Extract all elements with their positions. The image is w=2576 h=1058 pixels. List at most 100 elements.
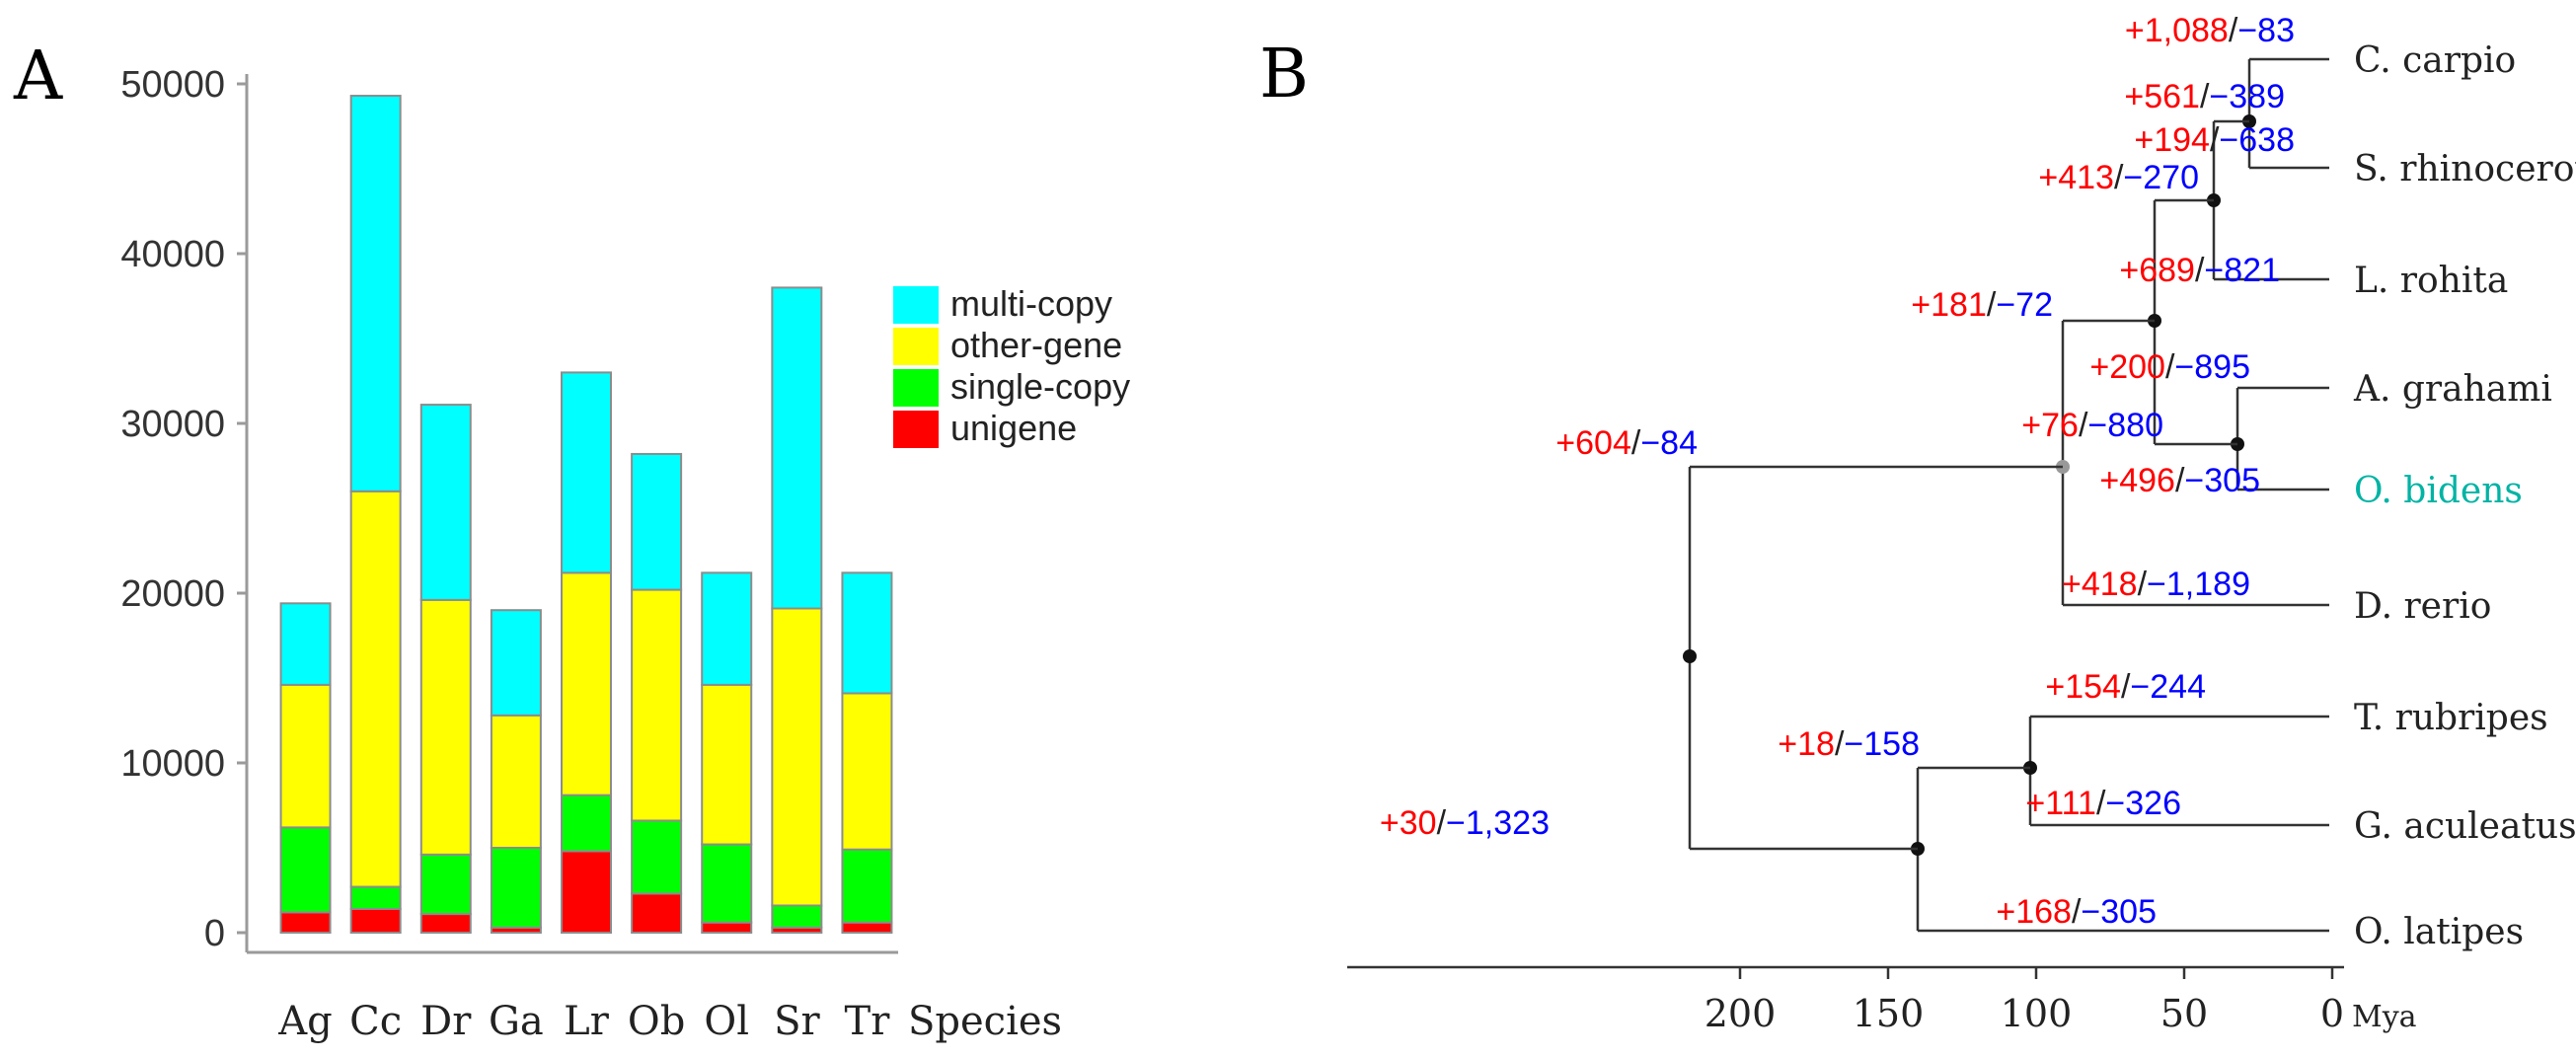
bar-unigene-Ag (279, 911, 332, 934)
loss-value: −821 (2204, 252, 2280, 289)
separator: / (2114, 159, 2124, 196)
separator: / (2229, 12, 2238, 49)
gain-value: +496 (2099, 462, 2175, 499)
loss-value: −72 (1996, 286, 2053, 324)
loss-value: −158 (1844, 725, 1920, 763)
gain-loss-label-T. rubripes: +154/−244 (2045, 668, 2206, 706)
separator: / (2138, 566, 2148, 603)
x-tick-label: Ga (489, 999, 544, 1044)
separator: / (2210, 121, 2220, 159)
bar-multi-copy-Tr (841, 571, 893, 695)
bar-single-copy-Ob (631, 819, 683, 895)
legend-swatch-other-gene (893, 328, 939, 365)
bar-other-gene-Ol (701, 683, 753, 846)
y-tick-label: 40000 (120, 234, 225, 275)
bar-single-copy-Lr (561, 794, 612, 853)
separator: / (1835, 725, 1845, 763)
gain-value: +76 (2021, 407, 2079, 444)
bar-single-copy-Sr (771, 904, 823, 929)
gain-value: +689 (2119, 252, 2195, 289)
separator: / (2175, 462, 2185, 499)
separator: / (1437, 804, 1447, 842)
gain-loss-label-n_cs: +561/−389 (2124, 78, 2285, 115)
gain-value: +1,088 (2125, 12, 2229, 49)
bar-single-copy-Tr (841, 848, 893, 924)
x-tick-label: Tr (845, 999, 891, 1044)
bar-unigene-Dr (419, 913, 472, 935)
y-tick-label: 0 (204, 913, 225, 954)
gain-loss-label-L. rohita: +689/−821 (2119, 252, 2280, 289)
separator: / (2079, 407, 2088, 444)
x-axis-title: Species (908, 999, 1062, 1044)
bar-other-gene-Ob (631, 588, 683, 822)
y-tick-label: 20000 (120, 573, 225, 615)
gain-value: +200 (2089, 348, 2165, 386)
loss-value: −84 (1640, 424, 1698, 462)
gain-value: +111 (2025, 785, 2096, 822)
loss-value: −326 (2105, 785, 2181, 822)
phylogenetic-tree: C. carpio S. rhinocerous L. rohita A. graha… (1347, 12, 2576, 1035)
species-label: S. rhinocerous (2354, 149, 2576, 189)
bar-unigene-Ob (631, 892, 683, 935)
legend-swatch-multi-copy (893, 286, 939, 324)
time-axis-unit: Mya (2352, 1000, 2417, 1034)
bar-multi-copy-Ga (490, 609, 542, 717)
legend-label-unigene: unigene (950, 408, 1077, 448)
gain-loss-label-n_ao: +76/−880 (2021, 407, 2163, 444)
gain-value: +418 (2062, 566, 2138, 603)
time-tick-label: 150 (1853, 992, 1925, 1035)
bar-multi-copy-Dr (419, 404, 472, 601)
gain-value: +168 (1996, 893, 2072, 931)
species-label: G. aculeatus (2354, 806, 2576, 847)
stacked-bar-chart: 0 10000 20000 30000 40000 50000 Ag Cc Dr Ga Lr Ob Ol… (120, 64, 1130, 1044)
bar-multi-copy-Ol (701, 571, 753, 686)
loss-value: −389 (2209, 78, 2285, 115)
panel-b-label: B (1259, 36, 1309, 113)
panel-a-label: A (13, 38, 63, 115)
legend-swatch-single-copy (893, 369, 939, 407)
gain-value: +604 (1555, 424, 1631, 462)
x-tick-label: Ag (277, 999, 333, 1044)
bar-other-gene-Sr (771, 607, 823, 907)
x-tick-label: Ob (628, 999, 685, 1044)
bar-other-gene-Ga (490, 714, 542, 850)
bar-multi-copy-Sr (771, 286, 823, 610)
x-tick-label: Lr (564, 999, 610, 1044)
y-tick-label: 50000 (120, 64, 225, 106)
gain-value: +413 (2038, 159, 2114, 196)
legend-label-single-copy: single-copy (950, 366, 1130, 407)
loss-value: −270 (2123, 159, 2199, 196)
species-label: T. rubripes (2354, 698, 2548, 738)
loss-value: −1,189 (2147, 566, 2250, 603)
time-tick-label: 50 (2160, 992, 2208, 1035)
gain-value: +194 (2134, 121, 2210, 159)
bar-unigene-Lr (561, 850, 612, 934)
bar-other-gene-Dr (419, 598, 472, 856)
bar-multi-copy-Lr (561, 371, 612, 574)
loss-value: −305 (2184, 462, 2260, 499)
loss-value: −244 (2130, 668, 2206, 706)
bar-unigene-Ol (701, 921, 753, 934)
loss-value: −83 (2237, 12, 2295, 49)
time-tick-label: 200 (1705, 992, 1777, 1035)
gain-loss-label-A. grahami: +200/−895 (2089, 348, 2250, 386)
gain-loss-label-S. rhinocerous: +194/−638 (2134, 121, 2295, 159)
separator: / (1631, 424, 1641, 462)
bar-single-copy-Cc (349, 885, 402, 910)
bar-other-gene-Ag (279, 683, 332, 829)
loss-value: −1,323 (1446, 804, 1550, 842)
gain-value: +154 (2045, 668, 2121, 706)
gain-loss-label-O. bidens: +496/−305 (2099, 462, 2260, 499)
separator: / (2096, 785, 2106, 822)
x-tick-label: Cc (349, 999, 402, 1044)
separator: / (1987, 286, 1997, 324)
bar-multi-copy-Cc (349, 95, 402, 492)
bar-multi-copy-Ag (279, 602, 332, 686)
node-root (1683, 649, 1697, 663)
species-label: C. carpio (2354, 40, 2516, 81)
gain-value: +18 (1778, 725, 1835, 763)
gain-loss-label-C. carpio: +1,088/−83 (2125, 12, 2295, 49)
y-tick-label: 10000 (120, 743, 225, 785)
y-tick-label: 30000 (120, 404, 225, 445)
